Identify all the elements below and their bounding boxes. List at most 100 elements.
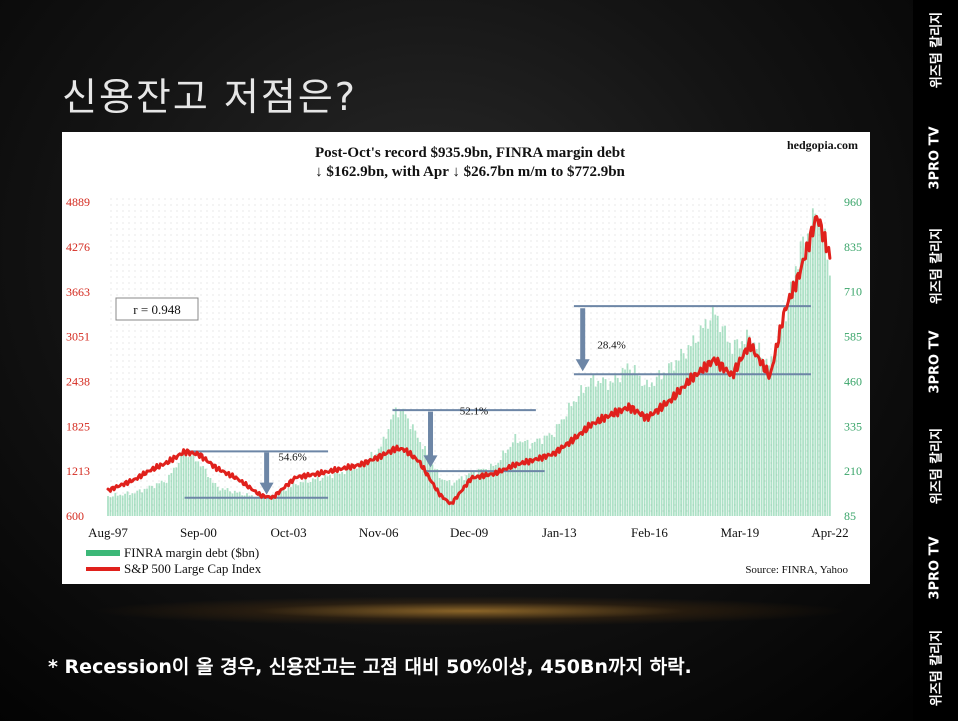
margin-debt-bar	[699, 325, 702, 516]
margin-debt-bar	[260, 498, 263, 516]
margin-debt-bar	[341, 472, 344, 516]
margin-debt-bar	[429, 460, 431, 516]
margin-debt-bar	[704, 319, 707, 516]
margin-debt-bar	[738, 348, 741, 516]
margin-debt-bar	[411, 424, 414, 516]
margin-debt-bar	[146, 488, 148, 516]
margin-debt-bar	[541, 443, 544, 516]
margin-debt-bar	[655, 376, 658, 516]
y-left-tick-label: 1213	[66, 464, 90, 478]
margin-debt-bar	[702, 327, 704, 516]
y-left-tick-label: 1825	[66, 419, 90, 433]
x-tick-label: Nov-06	[359, 525, 399, 540]
margin-debt-bar	[821, 235, 824, 517]
chart-title-line2: ↓ $162.9bn, with Apr ↓ $26.7bn m/m to $7…	[315, 164, 625, 180]
margin-debt-bar	[197, 461, 200, 516]
margin-debt-bar	[309, 481, 312, 516]
margin-debt-bar	[463, 480, 465, 516]
margin-debt-bar	[465, 475, 468, 516]
margin-debt-bar	[682, 353, 685, 516]
x-tick-label: Oct-03	[271, 525, 307, 540]
margin-debt-bar	[641, 385, 644, 516]
margin-debt-bar	[307, 482, 309, 516]
y-left-tick-label: 3663	[66, 285, 90, 299]
margin-debt-bar	[231, 493, 234, 516]
margin-debt-bar	[387, 429, 390, 516]
margin-debt-bar	[753, 342, 756, 516]
margin-debt-bar	[333, 473, 336, 516]
margin-debt-bar	[160, 480, 163, 516]
margin-debt-bar	[399, 409, 402, 516]
margin-debt-bar	[421, 449, 424, 516]
margin-debt-bar	[353, 468, 356, 516]
margin-debt-bar	[275, 494, 278, 516]
margin-debt-bar	[150, 485, 153, 516]
margin-debt-bar	[587, 386, 590, 516]
margin-debt-bar	[646, 379, 648, 516]
margin-debt-bar	[794, 266, 797, 516]
margin-debt-bar	[809, 237, 812, 516]
margin-debt-bar	[175, 467, 178, 516]
margin-debt-bar	[811, 208, 814, 517]
margin-debt-bar	[290, 487, 292, 516]
margin-debt-bar	[316, 476, 319, 516]
margin-debt-bar	[190, 455, 192, 516]
drawdown-label: 54.6%	[278, 451, 306, 463]
margin-debt-bar	[416, 437, 419, 516]
margin-debt-bar	[129, 494, 131, 516]
margin-debt-bar	[721, 326, 724, 516]
margin-debt-bar	[468, 473, 470, 516]
margin-debt-bar	[187, 457, 190, 516]
margin-debt-bar	[116, 495, 119, 516]
drawdown-label: 52.1%	[460, 405, 488, 417]
margin-debt-bar	[631, 374, 634, 516]
margin-debt-bar	[568, 402, 570, 516]
margin-debt-bar	[294, 484, 297, 516]
footnote: * Recession이 올 경우, 신용잔고는 고점 대비 50%이상, 45…	[48, 656, 692, 678]
margin-debt-bar	[355, 468, 358, 516]
legend-label-sp500: S&P 500 Large Cap Index	[124, 561, 262, 576]
margin-debt-area	[107, 208, 831, 517]
y-right-tick-label: 210	[844, 464, 862, 478]
y-left-tick-label: 2438	[66, 374, 90, 388]
margin-debt-bar	[804, 243, 807, 516]
x-tick-label: Dec-09	[450, 525, 488, 540]
chart-legend: FINRA margin debt ($bn) S&P 500 Large Ca…	[86, 545, 262, 576]
watermark-text: 3PRO TV	[927, 536, 943, 600]
margin-debt-bar	[609, 381, 612, 516]
margin-debt-bar	[789, 281, 792, 516]
watermark-text: 위즈덤 칼리지	[929, 11, 945, 89]
margin-debt-bar	[277, 494, 280, 516]
margin-debt-bar	[492, 465, 495, 516]
margin-debt-bar	[138, 489, 141, 516]
margin-debt-bar	[285, 490, 287, 516]
y-right-tick-label: 335	[844, 419, 862, 433]
margin-debt-bar	[558, 423, 561, 516]
margin-debt-bar	[629, 369, 631, 516]
margin-debt-bar	[426, 454, 429, 516]
legend-swatch-sp500	[86, 567, 120, 571]
margin-debt-bar	[250, 495, 253, 516]
margin-debt-bar	[229, 491, 231, 516]
margin-debt-bar	[787, 298, 790, 516]
margin-debt-bar	[497, 462, 500, 516]
margin-debt-bar	[238, 491, 241, 516]
margin-debt-bar	[768, 365, 770, 516]
margin-debt-bar	[185, 451, 187, 516]
margin-debt-bar	[331, 478, 334, 516]
margin-debt-bar	[365, 460, 368, 516]
margin-debt-bar	[336, 471, 339, 516]
margin-debt-bar	[802, 236, 804, 516]
margin-debt-bar	[607, 389, 609, 516]
margin-debt-bar	[214, 483, 217, 516]
legend-label-margin-debt: FINRA margin debt ($bn)	[124, 545, 259, 560]
margin-debt-bar	[377, 448, 380, 516]
margin-debt-bar	[777, 331, 780, 516]
margin-debt-bar	[555, 424, 558, 516]
margin-debt-bar	[589, 378, 592, 516]
y-left-tick-label: 600	[66, 509, 84, 523]
margin-debt-bar	[370, 451, 373, 516]
margin-debt-bar	[141, 492, 144, 516]
margin-debt-bar	[114, 492, 117, 516]
margin-debt-bar	[687, 345, 690, 516]
